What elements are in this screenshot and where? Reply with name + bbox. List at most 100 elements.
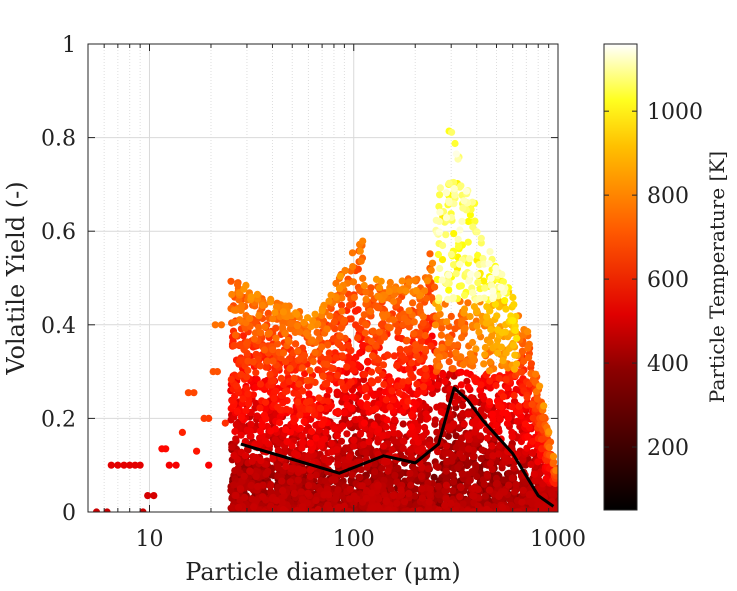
scatter-point — [452, 432, 460, 440]
scatter-point — [290, 374, 298, 382]
scatter-point — [350, 436, 358, 444]
scatter-point — [364, 358, 372, 366]
scatter-point — [292, 340, 300, 348]
scatter-point — [270, 394, 278, 403]
scatter-point — [259, 481, 267, 489]
scatter-point — [257, 329, 265, 337]
scatter-point — [227, 375, 235, 384]
scatter-point — [311, 348, 319, 356]
scatter-point — [488, 410, 496, 418]
scatter-point — [297, 488, 305, 496]
scatter-point — [530, 470, 539, 478]
scatter-point — [412, 287, 420, 295]
scatter-point — [374, 481, 382, 489]
scatter-point — [369, 378, 377, 386]
scatter-point — [335, 503, 343, 511]
scatter-point — [383, 416, 391, 424]
scatter-point — [404, 397, 412, 405]
scatter-point — [422, 372, 430, 380]
scatter-point — [380, 333, 389, 341]
scatter-point — [494, 450, 503, 458]
scatter-point — [428, 259, 437, 267]
scatter-point — [434, 448, 442, 456]
scatter-point — [434, 482, 442, 490]
scatter-point — [361, 320, 370, 328]
scatter-point — [418, 445, 427, 453]
scatter-point — [305, 482, 313, 490]
scatter-point — [259, 493, 267, 501]
scatter-point — [372, 405, 380, 413]
scatter-point — [464, 410, 472, 418]
scatter-point — [320, 491, 328, 499]
scatter-point — [478, 446, 486, 454]
scatter-point — [348, 249, 357, 257]
scatter-point — [375, 284, 384, 292]
scatter-point — [289, 483, 297, 491]
scatter-point — [338, 307, 346, 315]
scatter-point — [408, 359, 416, 367]
scatter-point — [340, 502, 348, 510]
scatter-point — [445, 449, 453, 457]
scatter-point — [379, 361, 388, 369]
scatter-point — [449, 471, 457, 479]
scatter-point — [417, 472, 426, 480]
scatter-point — [485, 486, 494, 494]
scatter-point — [276, 419, 284, 427]
scatter-point — [356, 473, 364, 481]
scatter-point — [404, 318, 412, 326]
scatter-point — [277, 374, 285, 382]
scatter-point — [377, 321, 386, 329]
scatter-point — [455, 424, 463, 432]
scatter-point — [343, 430, 351, 438]
scatter-point — [306, 439, 314, 447]
scatter-point — [338, 492, 346, 500]
scatter-point — [252, 369, 260, 377]
scatter-point — [339, 422, 347, 430]
scatter-point — [519, 486, 527, 494]
scatter-point — [346, 485, 354, 493]
scatter-point — [242, 406, 250, 415]
scatter-point — [503, 383, 512, 392]
scatter-point — [433, 428, 441, 436]
scatter-point — [334, 460, 342, 468]
scatter-point — [396, 345, 404, 353]
scatter-point — [477, 454, 485, 463]
scatter-point — [232, 306, 240, 314]
scatter-point — [523, 393, 531, 401]
scatter-point — [347, 315, 355, 323]
scatter-point — [466, 350, 474, 358]
scatter-point — [449, 365, 457, 373]
scatter-point — [405, 307, 413, 315]
scatter-point — [425, 498, 433, 506]
scatter-point — [442, 467, 450, 475]
scatter-point — [293, 451, 302, 459]
scatter-point — [416, 302, 424, 310]
scatter-point — [365, 345, 373, 353]
scatter-point — [279, 349, 288, 357]
scatter-point — [240, 472, 248, 480]
scatter-point — [308, 427, 316, 436]
scatter-point — [459, 500, 467, 508]
scatter-point — [390, 416, 399, 424]
scatter-point — [230, 451, 238, 459]
scatter-point — [548, 489, 556, 497]
scatter-point — [232, 420, 240, 429]
scatter-point — [512, 480, 520, 489]
scatter-point — [236, 316, 244, 324]
scatter-point — [492, 421, 500, 430]
scatter-point — [465, 445, 473, 453]
scatter-point — [431, 283, 439, 291]
scatter-point — [463, 377, 471, 385]
scatter-point — [403, 346, 411, 354]
scatter-point — [460, 420, 468, 428]
scatter-point — [305, 390, 313, 398]
scatter-point — [244, 390, 252, 398]
scatter-point — [269, 315, 277, 323]
scatter-point — [443, 458, 451, 466]
scatter-point — [335, 284, 344, 292]
scatter-point — [300, 417, 308, 425]
scatter-point — [309, 358, 317, 366]
scatter-point — [488, 442, 496, 450]
scatter-point — [426, 491, 434, 499]
